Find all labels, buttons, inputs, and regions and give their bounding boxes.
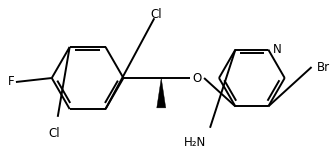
Text: F: F [8, 76, 15, 88]
Text: Cl: Cl [150, 8, 162, 21]
Polygon shape [157, 78, 166, 108]
Text: Br: Br [316, 60, 330, 74]
Text: O: O [193, 72, 202, 84]
Text: Cl: Cl [48, 127, 59, 140]
Text: N: N [273, 43, 282, 56]
Text: H₂N: H₂N [184, 136, 206, 149]
